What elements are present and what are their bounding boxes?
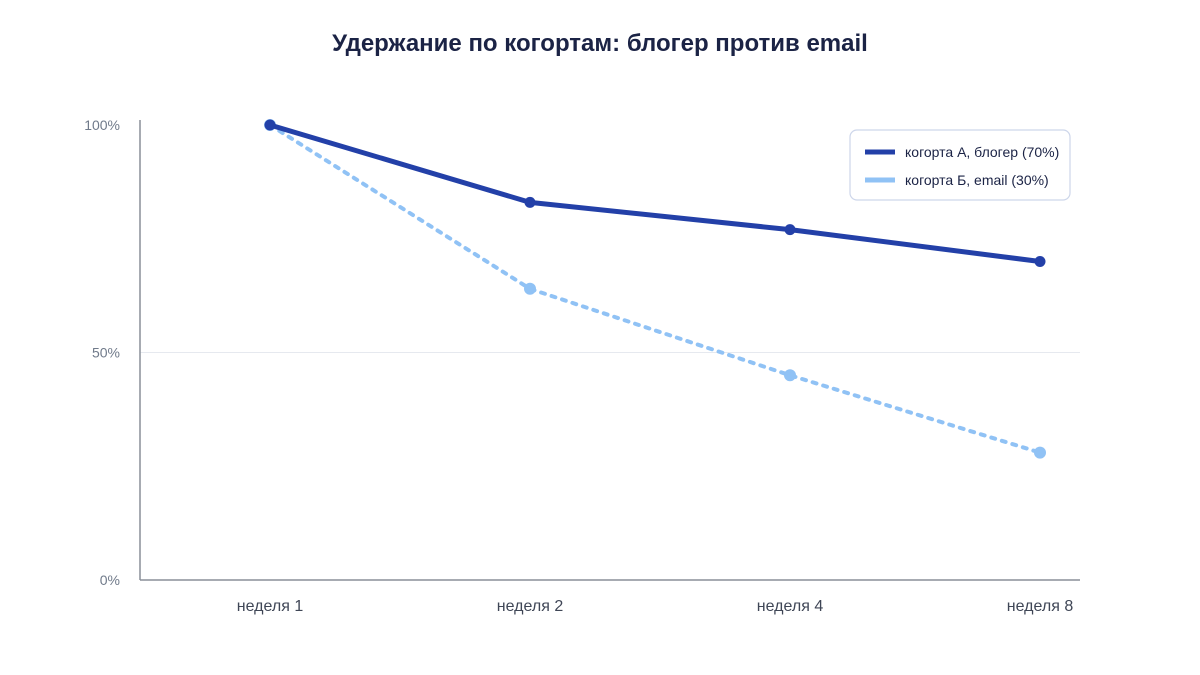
data-point-1-2 (784, 369, 796, 382)
series-line-0 (267, 122, 1043, 264)
x-tick-label-2: неделя 4 (757, 598, 824, 615)
series-line-1 (268, 123, 1042, 455)
series-0 (264, 119, 1046, 267)
data-point-0-3 (1034, 256, 1046, 267)
legend: когорта А, блогер (70%) когорта Б, email … (849, 129, 1071, 201)
chart-title: Удержание по когортам: блогер против ema… (332, 30, 868, 57)
legend-box (849, 129, 1071, 201)
series-1 (264, 119, 1046, 459)
data-point-1-3 (1034, 446, 1046, 459)
axes-layer (139, 120, 1080, 581)
data-point-0-0 (264, 119, 276, 131)
data-point-0-1 (524, 196, 536, 208)
x-tick-label-1: неделя 2 (497, 598, 564, 615)
x-tick-label-0: неделя 1 (237, 598, 304, 615)
ticks-layer: 0% 50% 100% неделя 1 неделя 2 неделя 4 неделя … (84, 117, 1073, 615)
legend-label-0: когорта А, блогер (70%) (905, 144, 1059, 160)
data-point-0-2 (784, 224, 796, 236)
y-tick-label-1: 50% (92, 345, 120, 361)
series-layer (264, 119, 1046, 459)
x-tick-label-3: неделя 8 (1007, 598, 1074, 615)
data-point-1-1 (524, 282, 536, 295)
legend-label-1: когорта Б, email (30%) (905, 172, 1049, 188)
y-tick-label-2: 100% (84, 117, 120, 133)
y-tick-label-0: 0% (100, 572, 120, 588)
